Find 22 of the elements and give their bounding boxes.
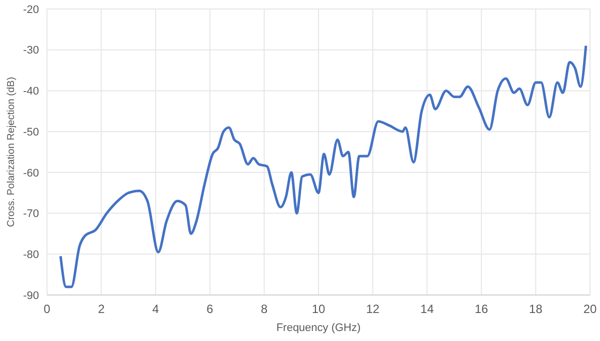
y-tick-label: -60	[23, 167, 39, 180]
x-tick-label: 6	[206, 302, 214, 316]
x-tick-label: 12	[366, 302, 380, 316]
x-tick-label: 18	[529, 302, 543, 316]
x-tick-label: 4	[152, 302, 160, 316]
y-tick-label: -70	[23, 208, 39, 220]
y-tick-label: -20	[23, 4, 39, 16]
y-tick-label: -40	[23, 86, 39, 98]
x-tick-label: 8	[260, 302, 268, 316]
y-axis-title: Cross. Polarization Rejection (dB)	[6, 76, 17, 228]
x-tick-label: 10	[312, 302, 326, 316]
x-axis-title: Frequency (GHz)	[276, 322, 361, 334]
x-tick-label: 20	[583, 302, 597, 316]
y-tick-label: -50	[23, 126, 39, 138]
x-tick-label: 2	[98, 302, 105, 316]
y-tick-label: -30	[23, 44, 39, 57]
y-tick-label: -80	[23, 248, 39, 261]
x-tick-label: 16	[474, 302, 488, 316]
x-tick-label: 0	[44, 302, 51, 316]
y-tick-label: -90	[23, 290, 39, 302]
line-series	[59, 44, 588, 288]
x-tick-label: 14	[420, 302, 434, 316]
